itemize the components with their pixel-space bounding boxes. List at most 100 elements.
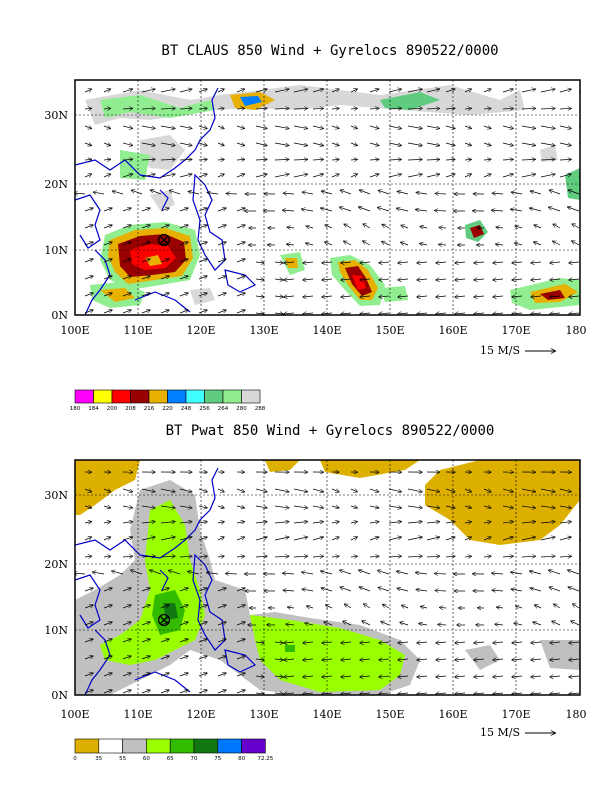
wind-arrow (493, 659, 504, 660)
wind-arrow (179, 656, 188, 660)
wind-arrow (531, 262, 542, 263)
wind-arrow (321, 208, 333, 212)
wind-arrow (160, 656, 169, 660)
colorbar-swatch (217, 738, 242, 754)
wind-arrow (550, 659, 561, 660)
wind-arrow (341, 296, 352, 297)
wind-arrow (141, 605, 150, 609)
colorbar-label: 60 (143, 756, 150, 762)
wind-arrow (103, 126, 110, 128)
wind-arrow (322, 279, 333, 280)
wind-arrow (255, 126, 267, 128)
wind-arrow (521, 89, 535, 93)
wind-arrow (274, 556, 289, 557)
wind-arrow (236, 605, 245, 609)
wind-arrow (179, 639, 188, 643)
wind-arrow (217, 556, 224, 557)
wind-arrow (112, 191, 124, 195)
wind-arrow (198, 673, 207, 677)
wind-arrow (293, 174, 307, 178)
wind-arrow (141, 522, 155, 523)
wind-arrow (549, 587, 561, 592)
wind-arrow (326, 605, 333, 608)
wind-arrow (179, 293, 188, 297)
wind-arrow (531, 279, 542, 280)
wind-arrow (502, 143, 513, 146)
svg-text:100E: 100E (60, 324, 89, 337)
wind-arrow (160, 605, 169, 609)
wind-arrow (255, 279, 264, 280)
wind-arrow (84, 225, 93, 229)
wind-arrow (511, 209, 523, 211)
wind-arrow (103, 506, 110, 508)
wind-arrow (388, 108, 401, 109)
wind-arrow (287, 227, 295, 228)
wind-arrow (445, 159, 455, 160)
wind-arrow (569, 279, 580, 280)
wind-arrow (436, 296, 447, 297)
wind-arrow (521, 108, 535, 109)
wind-arrow (179, 622, 188, 626)
wind-arrow (226, 573, 238, 574)
wind-arrow (179, 225, 188, 229)
wind-arrow (331, 143, 339, 146)
svg-text:10N: 10N (44, 624, 68, 637)
wind-arrow (198, 310, 207, 314)
wind-arrow (483, 89, 491, 92)
wind-arrow (483, 522, 491, 523)
wind-arrow (217, 588, 226, 592)
wind-arrow (464, 506, 471, 508)
wind-arrow (122, 673, 131, 677)
wind-arrow (217, 293, 226, 297)
wind-arrow (464, 174, 471, 177)
wind-arrow (274, 174, 289, 178)
wind-arrow (512, 642, 523, 643)
wind-arrow (360, 313, 371, 314)
wind-arrow (122, 242, 131, 246)
wind-arrow (350, 89, 357, 92)
wind-arrow (84, 242, 93, 246)
panel-pwat: BT Pwat 850 Wind + Gyrelocs 890522/0000 (44, 423, 586, 762)
wind-arrow (511, 192, 523, 194)
wind-arrow (303, 262, 314, 263)
wind-arrow (312, 126, 323, 128)
wind-arrow (559, 108, 571, 109)
wind-arrow (179, 242, 188, 246)
wind-arrow (496, 244, 504, 245)
wind-arrow (398, 693, 409, 694)
wind-arrow (464, 143, 471, 146)
wind-arrow (312, 488, 323, 492)
wind-arrow (350, 159, 357, 160)
wind-arrow (141, 293, 150, 297)
wind-arrow (436, 676, 447, 677)
wind-arrow (75, 193, 86, 194)
wind-arrow (236, 656, 245, 660)
wind-arrow (198, 690, 207, 694)
wind-arrow (435, 573, 447, 574)
wind-arrow (226, 193, 238, 194)
colorbar-swatch (222, 389, 242, 404)
wind-arrow (493, 296, 504, 297)
wind-arrow (179, 488, 192, 492)
wind-arrow (122, 293, 131, 297)
wind-arrow (122, 622, 131, 626)
wind-arrow (521, 174, 535, 178)
wind-arrow (217, 656, 226, 660)
wind-arrow (84, 656, 93, 660)
wind-arrow (417, 279, 428, 280)
wind-arrow (436, 279, 447, 280)
wind-arrow (379, 262, 390, 263)
wind-arrow (312, 506, 323, 508)
wind-arrow (236, 489, 244, 492)
wind-arrow (359, 587, 371, 592)
colorbar-label: 80 (238, 756, 245, 762)
wind-arrow (416, 589, 428, 591)
wind-arrow (198, 293, 207, 297)
wind-arrow (160, 125, 175, 128)
wind-arrow (464, 556, 471, 557)
wind-arrow (274, 142, 289, 146)
wind-arrow (217, 259, 226, 263)
wind-arrow (188, 571, 200, 575)
wind-arrow (569, 693, 580, 694)
wind-arrow (483, 143, 491, 146)
